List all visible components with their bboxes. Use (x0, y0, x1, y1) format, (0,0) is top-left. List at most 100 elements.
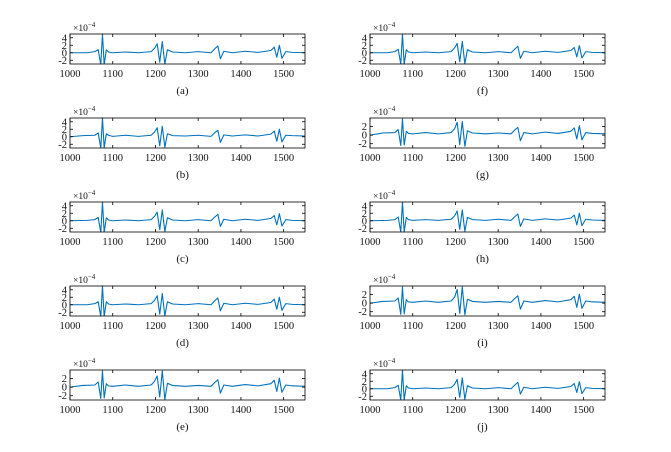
y-tick-label: 2 (362, 41, 367, 52)
x-tick-label: 1100 (102, 405, 123, 416)
y-tick-label: 2 (62, 125, 67, 136)
scale-exponent-label: ×10−4 (73, 189, 96, 202)
x-tick-label: 1100 (102, 321, 123, 332)
y-tick-label: 0 (62, 132, 67, 143)
x-tick-label: 1000 (60, 69, 81, 80)
panel-g: 1000 1100 1200 1300 1400 1500 -202 ×10−4 (g) (358, 105, 606, 181)
x-tick-label: 1000 (360, 237, 381, 248)
y-tick-label: 2 (362, 209, 367, 220)
y-tick-label: 2 (362, 122, 367, 133)
x-tick-label: 1300 (488, 69, 509, 80)
x-tick-label: 1100 (402, 69, 423, 80)
scale-exponent-label: ×10−4 (373, 357, 396, 370)
y-tick-label: 0 (362, 131, 367, 142)
y-tick-label: 4 (362, 369, 368, 380)
x-tick-label: 1500 (273, 69, 294, 80)
x-tick-label: 1300 (488, 153, 509, 164)
signal-line-i (370, 286, 605, 316)
panel-caption-e: (e) (176, 421, 189, 433)
panel-caption-g: (g) (476, 169, 489, 181)
signal-line-d (70, 286, 305, 316)
axes-box-a (69, 33, 306, 65)
scale-exponent-label: ×10−4 (373, 105, 396, 118)
y-tick-label: 4 (62, 117, 68, 128)
axes-box-j (369, 369, 606, 401)
x-tick-label: 1200 (145, 153, 166, 164)
signal-line-e (70, 370, 305, 400)
x-tick-label: 1200 (145, 321, 166, 332)
x-tick-label: 1400 (530, 153, 551, 164)
x-tick-label: 1300 (188, 321, 209, 332)
y-tick-label: 4 (62, 285, 68, 296)
x-tick-label: 1500 (273, 321, 294, 332)
panel-caption-f: (f) (477, 85, 488, 97)
x-tick-label: 1400 (230, 153, 251, 164)
x-tick-label: 1000 (360, 405, 381, 416)
scale-exponent-label: ×10−4 (73, 357, 96, 370)
panel-caption-j: (j) (477, 421, 488, 433)
x-tick-label: 1500 (573, 69, 594, 80)
x-tick-label: 1500 (273, 405, 294, 416)
x-tick-label: 1100 (402, 153, 423, 164)
x-tick-label: 1500 (273, 153, 294, 164)
y-tick-label: -2 (58, 308, 67, 319)
signal-line-c (70, 202, 305, 232)
y-tick-label: 4 (362, 201, 368, 212)
x-tick-label: 1400 (530, 405, 551, 416)
axes-box-f (369, 33, 606, 65)
y-tick-label: 2 (362, 290, 367, 301)
x-tick-label: 1500 (573, 321, 594, 332)
signal-line-j (370, 370, 605, 400)
x-tick-label: 1100 (102, 69, 123, 80)
y-tick-label: -2 (358, 139, 367, 150)
x-tick-label: 1100 (402, 405, 423, 416)
x-tick-label: 1100 (102, 237, 123, 248)
y-tick-label: 0 (62, 216, 67, 227)
y-tick-label: 0 (62, 383, 67, 394)
y-tick-label: 4 (62, 201, 68, 212)
panel-e: 1000 1100 1200 1300 1400 1500 -202 ×10−4 (e) (58, 357, 306, 433)
scale-exponent-power: −4 (88, 189, 96, 197)
panel-caption-d: (d) (176, 337, 189, 349)
signal-line-b (70, 118, 305, 148)
scale-exponent-power: −4 (388, 189, 396, 197)
y-tick-label: 0 (62, 300, 67, 311)
x-tick-label: 1400 (230, 405, 251, 416)
scale-exponent-power: −4 (88, 273, 96, 281)
x-tick-label: 1200 (145, 405, 166, 416)
scale-exponent-label: ×10−4 (373, 189, 396, 202)
x-tick-label: 1300 (488, 321, 509, 332)
x-tick-label: 1500 (573, 405, 594, 416)
y-tick-label: 2 (62, 293, 67, 304)
x-tick-label: 1300 (188, 69, 209, 80)
x-tick-label: 1400 (530, 69, 551, 80)
scale-exponent-power: −4 (388, 21, 396, 29)
x-tick-label: 1200 (445, 321, 466, 332)
scale-exponent-power: −4 (388, 273, 396, 281)
x-tick-label: 1200 (145, 69, 166, 80)
x-tick-label: 1300 (188, 153, 209, 164)
x-tick-label: 1000 (60, 153, 81, 164)
x-tick-label: 1400 (530, 321, 551, 332)
x-tick-label: 1500 (573, 237, 594, 248)
panel-caption-a: (a) (176, 85, 189, 97)
y-tick-label: 0 (362, 48, 367, 59)
axes-box-c (69, 201, 306, 233)
y-tick-label: 4 (362, 33, 368, 44)
x-tick-label: 1000 (60, 321, 81, 332)
axes-box-b (69, 117, 306, 149)
x-tick-label: 1100 (402, 237, 423, 248)
x-tick-label: 1200 (445, 153, 466, 164)
panel-caption-b: (b) (176, 169, 189, 181)
x-tick-label: 1500 (273, 237, 294, 248)
y-tick-label: -2 (58, 391, 67, 402)
axes-box-d (69, 285, 306, 317)
panel-caption-h: (h) (476, 253, 489, 265)
y-tick-label: 0 (362, 384, 367, 395)
scale-exponent-power: −4 (388, 357, 396, 365)
y-tick-label: 2 (62, 41, 67, 52)
